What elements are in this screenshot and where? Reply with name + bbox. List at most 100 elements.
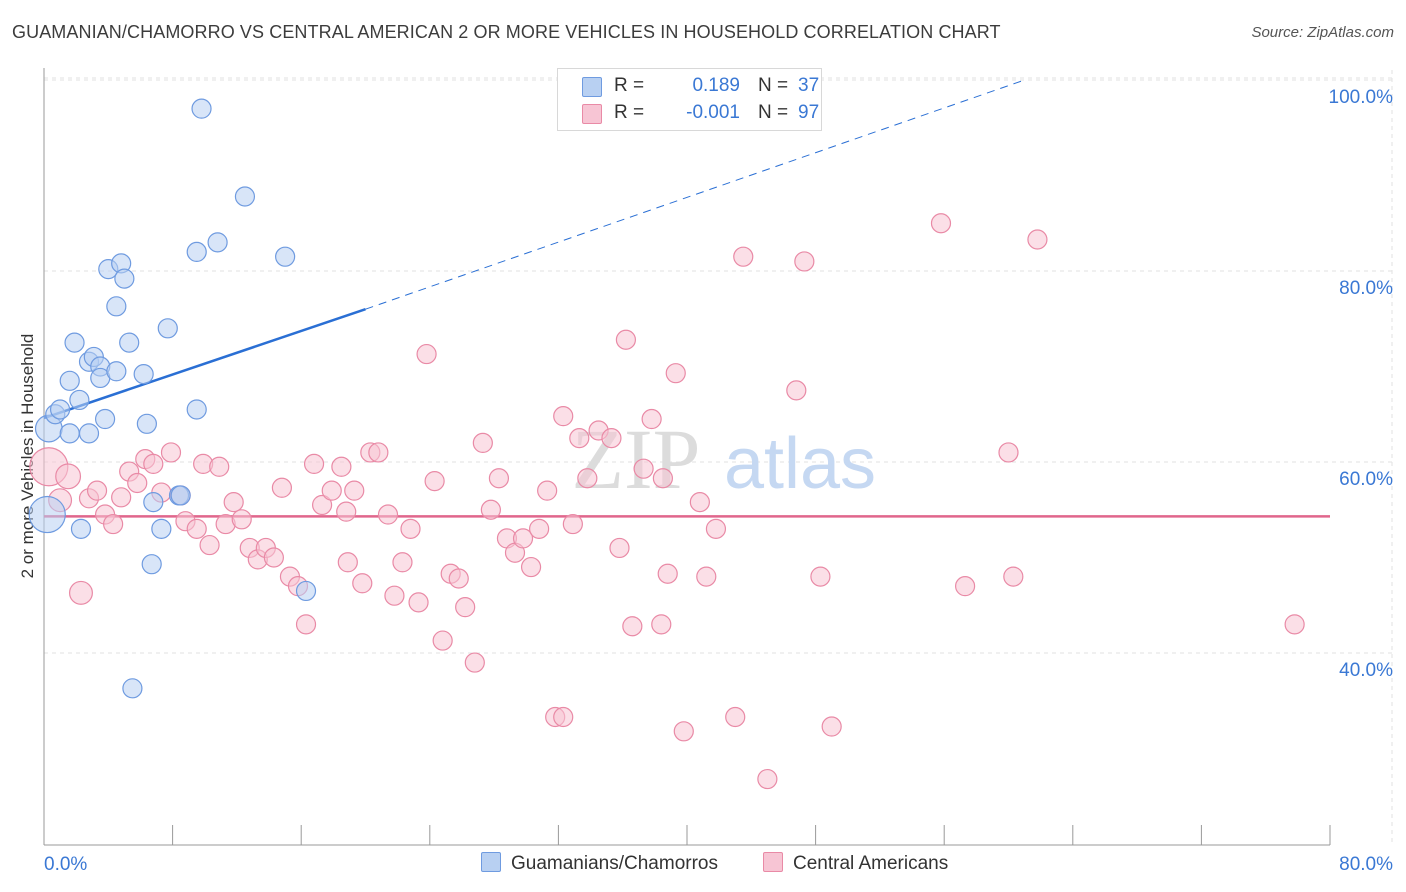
- pink-square-icon: [763, 852, 783, 872]
- central-american-point: [103, 513, 124, 535]
- watermark-atlas: atlas: [724, 424, 876, 504]
- guamanian-point: [59, 423, 80, 444]
- central-american-point: [577, 468, 598, 489]
- guamanian-point: [207, 232, 228, 253]
- central-american-point: [529, 518, 550, 539]
- central-american-point: [725, 706, 746, 728]
- central-american-point: [368, 442, 389, 463]
- central-american-point: [223, 492, 244, 513]
- central-american-point: [321, 480, 342, 501]
- guamanian-point: [191, 98, 212, 119]
- guamanian-point: [106, 361, 127, 382]
- legend-r-value: 0.189: [692, 75, 740, 96]
- guamanian-point: [119, 332, 140, 353]
- guamanians-points: [28, 98, 317, 699]
- central-american-point: [657, 563, 678, 584]
- central-american-point: [537, 480, 558, 501]
- legend-r-label: R =: [614, 75, 645, 96]
- guamanian-point: [143, 492, 164, 513]
- legend-r-label: R =: [614, 102, 645, 123]
- guamanian-point: [186, 241, 207, 262]
- x-tick-label: 0.0%: [44, 854, 87, 875]
- central-american-point: [337, 552, 358, 573]
- central-american-point: [86, 480, 108, 501]
- central-american-point: [209, 456, 230, 477]
- guamanian-trend-extension: [365, 79, 1025, 310]
- legend-label-central-americans: Central Americans: [793, 853, 949, 874]
- central-american-point: [553, 406, 574, 427]
- y-tick-label: 40.0%: [1339, 660, 1393, 681]
- central-american-point: [821, 716, 842, 737]
- central-american-point: [271, 477, 293, 498]
- central-american-point: [794, 251, 815, 272]
- x-tick-label: 80.0%: [1339, 854, 1393, 875]
- guamanian-point: [295, 580, 317, 602]
- central-american-point: [352, 573, 373, 594]
- guamanian-point: [170, 485, 191, 506]
- legend-n-label: N =: [758, 102, 789, 123]
- legend-item-central-americans[interactable]: Central Americans: [763, 852, 948, 875]
- guamanian-point: [141, 554, 162, 575]
- central-american-point: [384, 585, 405, 606]
- central-american-point: [186, 518, 207, 539]
- central-american-point: [408, 592, 429, 613]
- watermark: ZIP atlas: [572, 411, 877, 507]
- central-american-point: [998, 442, 1019, 463]
- guamanian-point: [234, 186, 256, 207]
- central-american-point: [1003, 566, 1024, 587]
- central-american-point: [331, 456, 352, 477]
- guamanian-point: [114, 268, 135, 289]
- guamanian-point: [49, 399, 71, 420]
- central-american-point: [705, 518, 727, 539]
- chart-title: GUAMANIAN/CHAMORRO VS CENTRAL AMERICAN 2…: [12, 22, 1001, 42]
- central-american-point: [622, 616, 643, 637]
- blue-square-icon: [481, 852, 501, 872]
- central-american-point: [569, 428, 590, 449]
- central-american-point: [651, 614, 672, 635]
- central-american-point: [757, 768, 778, 790]
- correlation-legend: R = 0.189 N = 37 R = -0.001 N = 97: [557, 68, 822, 131]
- central-american-point: [696, 566, 717, 587]
- central-american-point: [615, 329, 637, 350]
- guamanian-point: [275, 246, 296, 267]
- tick-labels: 40.0% 60.0% 80.0% 100.0% 0.0% 80.0%: [44, 87, 1393, 875]
- central-american-point: [160, 442, 182, 463]
- guamanian-point: [64, 332, 85, 353]
- pink-swatch-icon: [582, 104, 602, 124]
- central-american-point: [127, 472, 148, 494]
- guamanian-point: [59, 370, 80, 391]
- guamanian-point: [69, 389, 90, 411]
- trend-lines: [43, 79, 1330, 518]
- legend-n-label: N =: [758, 75, 789, 96]
- central-american-point: [480, 499, 501, 520]
- central-american-point: [392, 552, 413, 573]
- central-american-point: [472, 432, 493, 453]
- central-american-point: [311, 494, 333, 516]
- guamanian-point: [70, 518, 92, 539]
- guamanian-point: [106, 296, 127, 317]
- central-american-point: [448, 568, 469, 589]
- central-american-point: [143, 453, 164, 475]
- legend-n-value: 37: [798, 75, 820, 96]
- guamanian-point: [151, 518, 172, 539]
- central-american-point: [562, 513, 583, 535]
- central-american-point: [488, 468, 510, 489]
- guamanian-point: [28, 495, 66, 534]
- central-american-point: [424, 471, 445, 492]
- central-american-point: [111, 487, 132, 508]
- central-american-point: [303, 453, 325, 475]
- legend-item-guamanians[interactable]: Guamanians/Chamorros: [481, 852, 718, 875]
- central-american-point: [336, 501, 357, 522]
- central-american-point: [641, 408, 662, 430]
- central-american-point: [633, 458, 654, 479]
- central-american-point: [689, 492, 710, 513]
- central-american-point: [432, 630, 453, 651]
- legend-n-value: 97: [798, 102, 820, 123]
- central-american-point: [55, 463, 82, 490]
- central-american-point: [954, 576, 976, 597]
- central-american-point: [665, 363, 686, 384]
- guamanian-trend-line: [43, 308, 366, 420]
- guamanian-point: [157, 318, 178, 339]
- guamanian-point: [133, 364, 154, 385]
